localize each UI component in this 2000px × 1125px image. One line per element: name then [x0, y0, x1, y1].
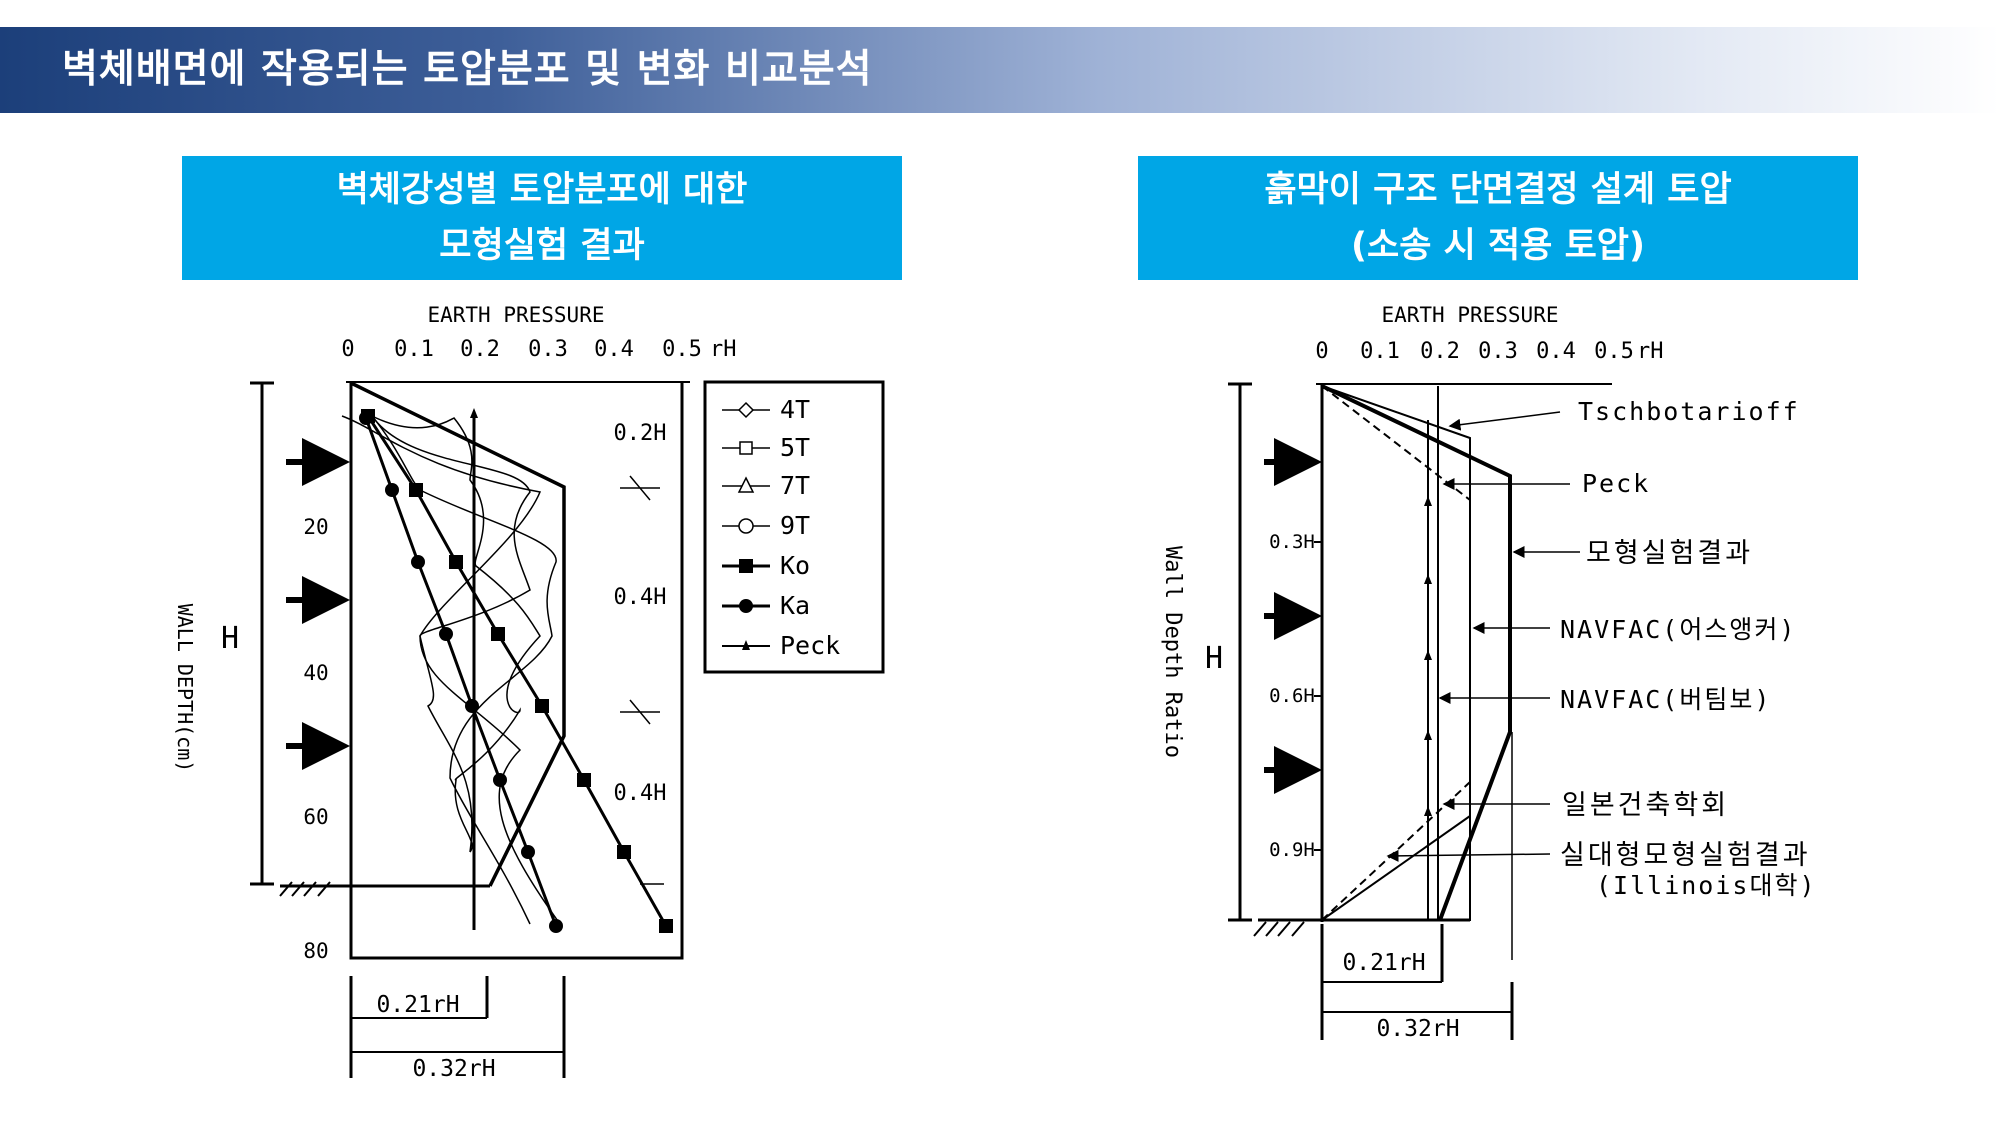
- left-y-axis-label: WALL DEPTH(cm): [173, 604, 197, 773]
- ka-markers: [359, 411, 563, 933]
- legend-label: Ka: [780, 591, 810, 620]
- left-y-tick: 20: [303, 515, 328, 539]
- left-axis-title: EARTH PRESSURE: [427, 303, 604, 327]
- callout-leader: [1448, 411, 1561, 431]
- left-diagram: EARTH PRESSURE 0 0.1 0.2 0.3 0.4 0.5 rH …: [173, 303, 885, 1082]
- navfac-anchor-envelope: [1321, 385, 1471, 770]
- legend-item-7t: 7T: [722, 471, 810, 500]
- full-scale-test-line: [1321, 815, 1471, 921]
- right-y-tick: 0.6H: [1269, 685, 1315, 707]
- legend-label: 7T: [780, 471, 810, 500]
- legend-item-5t: 5T: [722, 433, 810, 462]
- right-x-tick: 0.1: [1360, 339, 1400, 364]
- left-y-tick: 80: [303, 939, 328, 963]
- legend-item-ko: Ko: [722, 551, 810, 580]
- right-ground-hatch: [1253, 921, 1305, 937]
- left-zone-label: 0.4H: [614, 585, 667, 610]
- callout-label: 일본건축학회: [1562, 790, 1729, 821]
- right-x-tick: 0.3: [1478, 339, 1518, 364]
- legend-item-peck: Peck: [722, 631, 840, 660]
- right-diagram: EARTH PRESSURE 0 0.1 0.2 0.3 0.4 0.5 rH …: [1160, 303, 1817, 1042]
- legend-label: Ko: [780, 551, 810, 580]
- left-header-line2: 모형실험 결과: [439, 226, 645, 266]
- right-dim-label: 0.32rH: [1376, 1016, 1459, 1042]
- curve-7t: [371, 415, 541, 853]
- right-axis-title: EARTH PRESSURE: [1381, 303, 1558, 327]
- left-dim-label: 0.32rH: [412, 1056, 495, 1082]
- left-legend-box: [703, 380, 885, 674]
- right-x-tick: 0.2: [1420, 339, 1460, 364]
- legend-item-4t: 4T: [722, 395, 810, 424]
- legend-item-9t: 9T: [722, 511, 810, 540]
- right-x-unit: rH: [1637, 339, 1664, 364]
- tschbotarioff-envelope: [1321, 385, 1471, 921]
- left-header-line1: 벽체강성별 토압분포에 대한: [336, 170, 748, 210]
- slide-title: 벽체배면에 작용되는 토압분포 및 변화 비교분석: [62, 47, 873, 92]
- right-panel-header: 흙막이 구조 단면결정 설계 토압 (소송 시 적용 토압): [1138, 156, 1858, 280]
- callout-label: 모형실험결과: [1586, 538, 1753, 569]
- left-plot-frame: [349, 382, 684, 960]
- legend-label: 5T: [780, 433, 810, 462]
- envelope-trapezoid: [350, 381, 566, 887]
- right-y-axis-label: Wall Depth Ratio: [1160, 546, 1185, 758]
- right-y-tick: 0.3H: [1269, 531, 1315, 553]
- ko-line: [366, 415, 668, 927]
- title-bar: [0, 27, 2000, 113]
- right-h-label: H: [1205, 641, 1223, 676]
- legend-label: Peck: [780, 631, 840, 660]
- left-x-tick: 0.3: [528, 337, 568, 362]
- right-dim-label: 0.21rH: [1342, 950, 1425, 976]
- legend-item-ka: Ka: [722, 591, 810, 620]
- left-ground-hatch: [279, 881, 331, 897]
- left-x-unit: rH: [710, 337, 737, 362]
- right-x-tick: 0.4: [1536, 339, 1576, 364]
- curve-4t: [371, 415, 531, 853]
- left-h-label: H: [221, 621, 239, 656]
- japan-aij-envelope: [1321, 781, 1471, 921]
- left-x-tick: 0.2: [460, 337, 500, 362]
- left-x-tick: 0.5: [662, 337, 702, 362]
- callout-label: Peck: [1582, 469, 1650, 498]
- left-x-tick: 0: [341, 337, 354, 362]
- callout-label: NAVFAC(어스앵커): [1560, 615, 1796, 644]
- callout-label: 실대형모형실험결과: [1560, 840, 1811, 871]
- left-panel-header: 벽체강성별 토압분포에 대한 모형실험 결과: [182, 156, 902, 280]
- legend-label: 4T: [780, 395, 810, 424]
- left-y-tick: 60: [303, 805, 328, 829]
- left-x-tick: 0.4: [594, 337, 634, 362]
- left-zone-label: 0.4H: [614, 781, 667, 806]
- callout-label: (Illinois대학): [1596, 871, 1817, 900]
- right-header-line1: 흙막이 구조 단면결정 설계 토압: [1264, 170, 1732, 210]
- callout-label: Tschbotarioff: [1578, 397, 1800, 426]
- callout-label: NAVFAC(버팀보): [1560, 685, 1771, 714]
- right-header-line2: (소송 시 적용 토압): [1351, 226, 1645, 266]
- right-x-tick: 0.5: [1594, 339, 1634, 364]
- left-dim-label: 0.21rH: [376, 992, 459, 1018]
- callout-leader: [1386, 849, 1551, 862]
- left-y-tick: 40: [303, 661, 328, 685]
- curve-5t: [371, 415, 557, 925]
- peck-marker: [470, 408, 478, 418]
- ka-line: [364, 417, 558, 927]
- left-zone-label: 0.2H: [614, 421, 667, 446]
- left-x-tick: 0.1: [394, 337, 434, 362]
- right-x-tick: 0: [1315, 339, 1328, 364]
- model-test-envelope: [1321, 384, 1512, 921]
- legend-label: 9T: [780, 511, 810, 540]
- right-y-tick: 0.9H: [1269, 839, 1315, 861]
- peck-markers: [1424, 496, 1432, 816]
